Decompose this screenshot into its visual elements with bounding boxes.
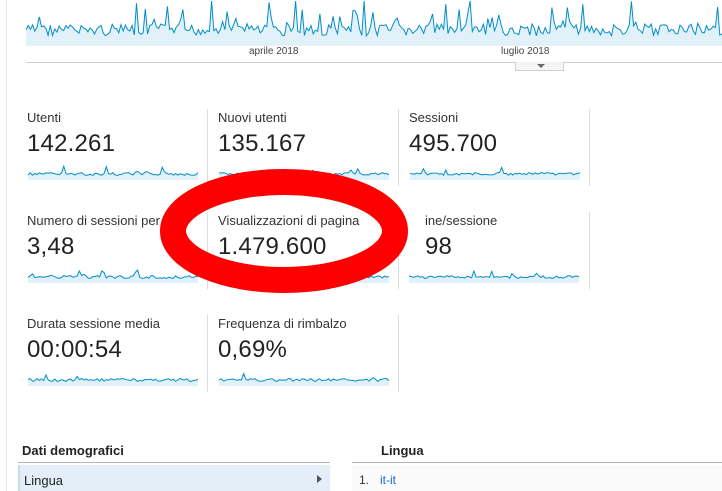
sparkline [219,372,389,386]
left-border [6,0,7,491]
metric-value: 495.700 [409,130,498,157]
sparkline-path [409,269,579,280]
language-table-rule [352,462,722,463]
metric-value: 142.261 [27,130,116,157]
metric-sessioni-per-utente[interactable]: Numero di sessioni per 3,48 [27,213,217,309]
metric-utenti[interactable]: Utenti 142.261 [27,110,217,206]
sparkline [219,268,389,283]
sparkline [28,269,198,283]
sparkline-area [28,374,198,386]
axis-label-july: luglio 2018 [501,46,550,57]
metric-value: 98 [425,233,453,260]
grid-divider [207,315,208,392]
sparkline-path [28,373,198,382]
metric-label: Frequenza di rimbalzo [218,316,347,331]
overview-timeline-chart[interactable] [26,0,722,62]
metric-label: Numero di sessioni per [27,213,160,228]
demographics-rule [18,462,330,463]
language-link[interactable]: it-it [380,473,396,487]
row-rank: 1. [359,473,370,487]
grid-divider [207,212,208,289]
sparkline-path [219,372,389,383]
metric-value: 0,69% [218,336,288,363]
metric-pagine-sessione[interactable]: ine/sessione 98 [409,213,615,309]
sparkline-path [410,166,580,176]
metric-value: 3,48 [27,233,75,260]
metric-label: Utenti [27,110,61,125]
grid-divider [398,212,399,289]
metric-label: ine/sessione [425,213,498,228]
overview-axis-line [26,62,722,63]
axis-label-april: aprile 2018 [249,46,299,57]
chevron-down-icon [537,64,545,68]
sparkline-area [28,270,198,283]
metric-value: 00:00:54 [27,336,123,363]
metric-visualizzazioni[interactable]: Visualizzazioni di pagina 1.479.600 [218,213,408,309]
sparkline-area [410,167,580,180]
sparkline [409,269,579,283]
metric-label: Sessioni [409,110,459,125]
chevron-right-icon [317,475,322,483]
grid-divider [398,109,399,186]
grid-divider [589,212,590,289]
metric-value: 135.167 [218,130,307,157]
demographics-title: Dati demografici [22,443,124,458]
overview-line [26,0,722,46]
metric-sessioni[interactable]: Sessioni 495.700 [409,110,599,206]
table-row: 1. it-it [352,465,722,491]
grid-divider [398,315,399,392]
grid-divider [207,109,208,186]
sparkline-area [219,373,389,386]
metric-nuovi-utenti[interactable]: Nuovi utenti 135.167 [218,110,408,206]
sparkline [219,167,389,180]
collapse-chart-button[interactable] [515,62,564,71]
sparkline [28,373,198,386]
language-table-title: Lingua [381,443,424,458]
grid-divider [589,109,590,186]
sparkline [410,166,580,180]
demographics-item-label: Lingua [24,473,64,488]
demographics-item-lingua[interactable]: Lingua [18,465,330,491]
sparkline [28,164,198,180]
metric-label: Nuovi utenti [218,110,287,125]
sparkline-path [26,0,722,38]
metric-value: 1.479.600 [218,233,327,260]
metric-frequenza-rimbalzo[interactable]: Frequenza di rimbalzo 0,69% [218,316,408,412]
metric-durata-sessione[interactable]: Durata sessione media 00:00:54 [27,316,217,412]
metric-label: Durata sessione media [27,316,160,331]
metric-label: Visualizzazioni di pagina [218,213,360,228]
